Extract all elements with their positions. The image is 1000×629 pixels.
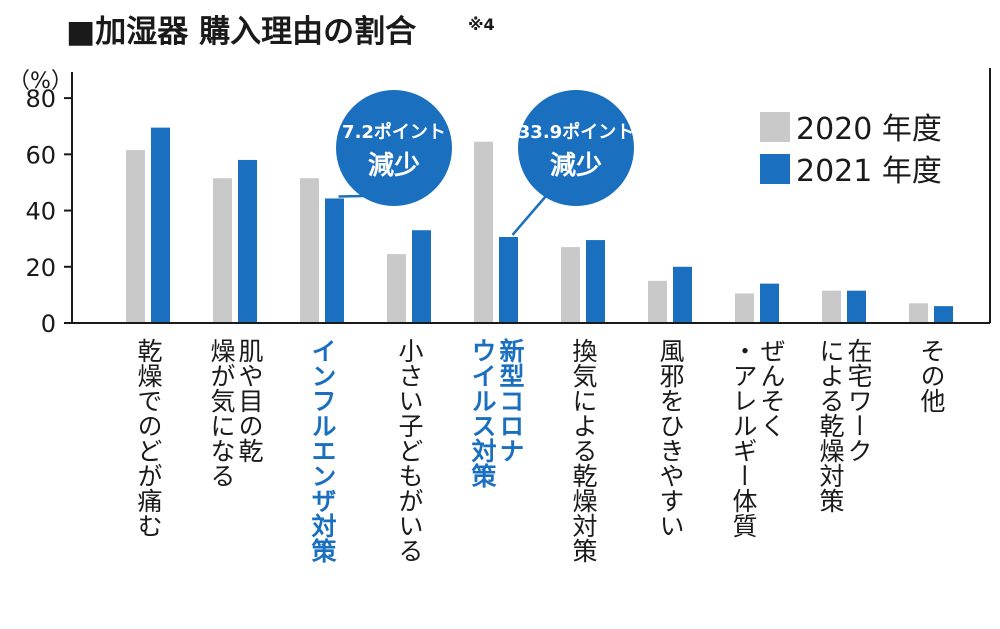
bar-2021-3 <box>412 230 431 323</box>
y-axis-unit: （%） <box>8 69 73 94</box>
x-category-label-9: その他 <box>917 338 946 413</box>
bar-2020-1 <box>213 178 232 323</box>
bar-2020-7 <box>735 293 754 323</box>
callout-text-points: 33.9ポイント <box>518 121 634 143</box>
y-tick-label: 20 <box>25 254 56 282</box>
bar-2020-4 <box>474 141 493 323</box>
bar-2020-5 <box>561 247 580 323</box>
bar-2021-0 <box>151 127 170 323</box>
chart-title: ■加湿器 購入理由の割合 <box>66 14 416 50</box>
x-category-label-0: 乾燥でのどが痛む <box>134 338 163 538</box>
legend-swatch-2021 <box>760 154 790 184</box>
x-category-label-1: 肌や目の乾 燥が気になる <box>207 338 264 488</box>
callout-pointer <box>511 195 547 236</box>
callout-text-decrease: 減少 <box>368 151 420 181</box>
y-tick-label: 40 <box>25 198 56 226</box>
callout-text-points: 7.2ポイント <box>342 121 446 143</box>
legend-swatch-2020 <box>760 112 790 142</box>
bar-2021-5 <box>586 240 605 323</box>
bar-2020-8 <box>822 290 841 323</box>
bar-2021-7 <box>760 283 779 323</box>
bar-2021-9 <box>934 306 953 323</box>
x-category-label-7: ぜんそく ・アレルギー体質 <box>729 338 786 538</box>
bar-2020-0 <box>126 150 145 323</box>
bar-2021-8 <box>847 290 866 323</box>
x-category-label-6: 風邪をひきやすい <box>656 338 685 538</box>
callout-text-decrease: 減少 <box>550 151 602 181</box>
legend-label-2020: 2020 年度 <box>796 112 942 147</box>
legend-label-2021: 2021 年度 <box>796 154 942 189</box>
y-tick-label: 60 <box>25 141 56 169</box>
bar-2021-4 <box>499 236 518 323</box>
bar-2021-2 <box>325 198 344 323</box>
bar-2020-9 <box>909 303 928 323</box>
x-category-label-2: インフルエンザ対策 <box>308 338 337 563</box>
callout-bubble <box>518 90 634 206</box>
x-category-label-4: 新型コロナ ウイルス対策 <box>468 338 525 488</box>
bar-2020-2 <box>300 178 319 323</box>
callout-bubble <box>336 90 452 206</box>
chart-title-note: ※4 <box>468 15 495 34</box>
bar-2021-1 <box>238 159 257 323</box>
bar-2020-3 <box>387 254 406 323</box>
x-category-label-3: 小さい子どもがいる <box>395 338 424 563</box>
y-tick-label: 80 <box>25 85 56 113</box>
x-category-label-5: 換気による乾燥対策 <box>569 338 598 563</box>
y-tick-label: 0 <box>41 310 56 338</box>
bar-2020-6 <box>648 280 667 323</box>
x-category-label-8: 在宅ワーク による乾燥対策 <box>816 338 873 513</box>
bar-2021-6 <box>673 266 692 323</box>
